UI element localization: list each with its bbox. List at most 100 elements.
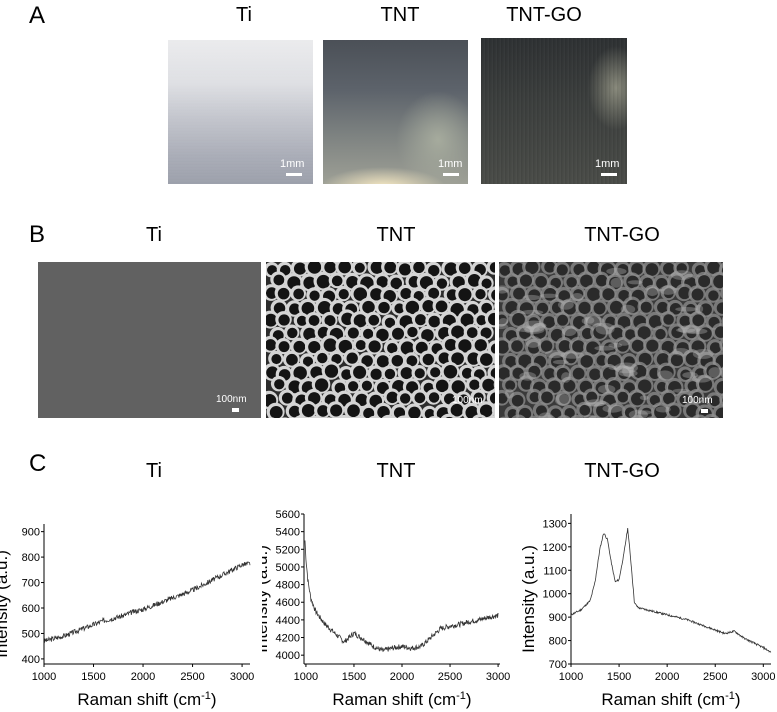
go-sheet [606,267,627,275]
pore [465,406,479,418]
pore [286,353,298,366]
pore [293,262,307,275]
pore [707,262,721,275]
pore [376,355,390,368]
pore [473,392,484,403]
pore [638,379,652,393]
pore [663,288,674,299]
go-sheet [656,370,673,380]
pore [308,340,321,354]
x-tick-label: 2500 [180,671,204,683]
pore [528,342,540,354]
pore [408,406,421,418]
pore [491,289,495,301]
pore [458,339,472,353]
photo-ti-scale-label: 1mm [280,158,305,170]
go-sheet [676,327,696,333]
pore [361,355,373,367]
y-tick-label: 4400 [276,615,300,627]
pore [714,326,723,338]
pore [543,316,556,328]
spectrum-line [43,561,251,644]
pore-rim [542,414,556,418]
pore [548,380,561,393]
pore [450,403,464,417]
pore [466,327,478,338]
pore [722,267,723,274]
y-tick-label: 1200 [543,542,567,554]
pore [303,276,316,290]
y-tick-label: 1000 [543,589,567,601]
go-sheet [618,340,630,346]
pore [499,314,507,325]
pore [687,381,698,392]
pore [709,395,721,407]
pore [346,352,358,364]
pore [679,315,691,327]
pore-rim [428,415,441,418]
x-tick-label: 1000 [294,671,318,683]
pore [648,315,662,329]
pore [668,405,680,417]
y-tick-label: 500 [22,628,40,640]
pore [663,392,675,405]
go-sheet [499,323,509,330]
go-sheet [708,367,722,378]
pore [435,300,448,313]
pore [307,262,322,274]
pore [399,393,411,404]
pore [641,407,653,418]
panel-c-title-tnt-go: TNT-GO [584,460,660,482]
pore-rim [294,415,307,418]
pore-rim [494,302,495,311]
pore [458,288,472,302]
pore [341,312,354,326]
go-sheet [583,414,597,418]
y-tick-label: 4800 [276,580,300,592]
pore [474,339,487,352]
pore [631,392,644,406]
y-tick-label: 700 [22,578,40,590]
pore [699,327,712,340]
raman-chart-tnt: 1000 1500 2000 2500 3000 4000 4200 4400 4600 4800… [262,509,510,709]
pore [406,355,418,367]
pore [602,288,615,301]
pore [266,287,278,299]
pore [461,367,473,379]
go-sheet [594,345,616,351]
pore [482,378,495,392]
y-tick-label: 4000 [276,650,300,662]
pore [572,367,585,380]
pore [287,327,298,339]
pore [415,314,427,326]
pore [722,397,723,403]
photo-tnt-go: 1mm [481,38,627,184]
pore [353,314,367,328]
pore [637,326,651,340]
pore [499,367,511,380]
tnt-nanotube-pores [266,262,495,418]
pore [708,290,719,301]
pore [558,340,572,353]
pore [596,404,610,418]
pore [513,287,525,300]
panel-b-label: B [29,221,46,248]
pore [387,342,398,354]
pore [400,288,412,300]
go-sheet [585,399,607,407]
pore [355,393,368,407]
pore-rim [528,415,540,418]
pore [544,262,556,273]
pore [481,278,492,289]
pore [507,276,518,287]
pore [572,340,585,353]
pore-rim [368,415,380,418]
pore [323,338,338,352]
pore [413,262,425,274]
pore [587,262,600,274]
pore [324,315,336,327]
x-axis-label: Raman shift (cm-1) [332,690,471,709]
x-tick-label: 2500 [703,671,727,683]
pore [405,300,420,315]
pore [566,353,577,364]
